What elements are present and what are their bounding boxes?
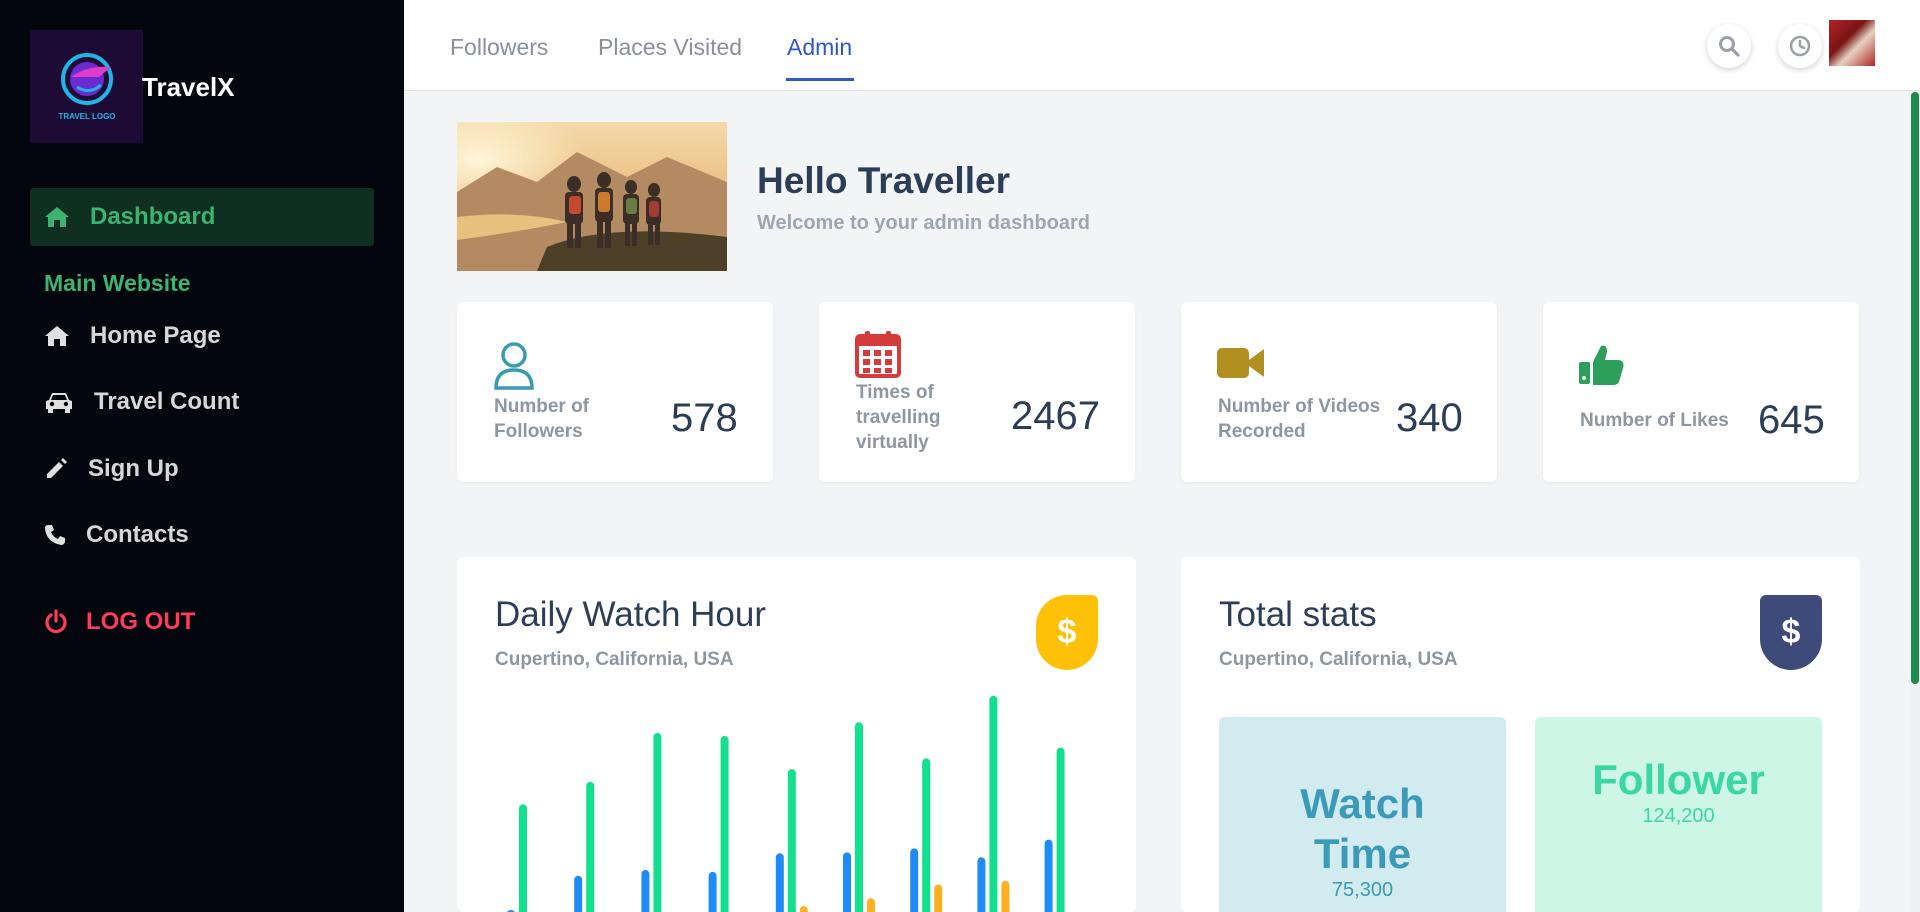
follower-box: Follower 124,200 (1535, 717, 1822, 912)
stat-card-followers: Number of Followers 578 (457, 302, 773, 482)
sidebar-item-label: Sign Up (88, 455, 179, 482)
sidebar-item-label: Dashboard (90, 203, 216, 230)
travel-logo-graphic: TRAVEL LOGO (58, 52, 115, 121)
chart-bar-5-series-2 (787, 769, 796, 912)
logout-label: LOG OUT (86, 608, 196, 635)
sidebar-item-label: Travel Count (94, 388, 240, 415)
watch-hour-panel: Daily Watch Hour Cupertino, California, … (457, 557, 1136, 912)
clock-icon (1789, 35, 1811, 57)
chart-bar-3-series-1 (641, 869, 650, 912)
chart-bar-2-series-2 (586, 781, 595, 912)
sidebar-item-label: Home Page (90, 322, 221, 349)
chart-bar-2-series-1 (574, 875, 583, 912)
home-icon (44, 325, 70, 347)
stat-card-travel: Times of travelling virtually 2467 (819, 302, 1135, 482)
chart-bar-8-series-3 (1001, 880, 1010, 912)
brand-name: TravelX (142, 72, 235, 102)
watch-time-value: 75,300 (1331, 879, 1394, 901)
power-icon (44, 609, 68, 635)
tab-followers[interactable]: Followers (450, 34, 549, 60)
watch-time-label: Watch Time (1300, 780, 1425, 877)
watch-hour-chart (507, 695, 1065, 912)
calendar-icon (855, 330, 901, 383)
chart-bar-6-series-1 (843, 852, 851, 912)
sidebar-item-label: Contacts (86, 521, 189, 548)
dollar-badge[interactable]: $ (1760, 595, 1822, 670)
active-tab-indicator (786, 78, 854, 81)
follower-label: Follower (1592, 756, 1765, 803)
panel-subtitle: Cupertino, California, USA (1219, 649, 1458, 670)
home-icon (44, 206, 70, 228)
scrollbar-thumb[interactable] (1911, 92, 1919, 684)
video-camera-icon (1217, 346, 1265, 385)
chart-bar-6-series-2 (855, 722, 863, 912)
stat-card-likes: Number of Likes 645 (1543, 302, 1859, 482)
pencil-icon (44, 457, 68, 481)
stat-label: Times of travelling virtually (856, 382, 941, 453)
chart-bar-7-series-3 (934, 884, 943, 912)
hero-image (457, 122, 727, 271)
stat-value: 578 (671, 396, 738, 440)
logout-button[interactable]: LOG OUT (44, 608, 195, 636)
phone-icon (44, 524, 66, 546)
stat-label: Number of Followers (494, 396, 589, 442)
chart-bar-9-series-2 (1056, 747, 1065, 912)
follower-value: 124,200 (1642, 805, 1715, 827)
stat-card-videos: Number of Videos Recorded 340 (1181, 302, 1497, 482)
chart-bar-8-series-1 (977, 857, 986, 912)
panel-title: Daily Watch Hour (495, 595, 766, 634)
history-button[interactable] (1778, 24, 1822, 68)
chart-bar-1-series-2 (519, 804, 527, 912)
search-button[interactable] (1707, 24, 1751, 68)
stat-value: 2467 (1011, 394, 1100, 438)
chart-bar-5-series-3 (799, 906, 808, 912)
panel-title: Total stats (1219, 595, 1377, 634)
sidebar-item-home-page[interactable]: Home Page (44, 322, 221, 350)
total-stats-panel: Total stats Cupertino, California, USA $… (1181, 557, 1860, 912)
travel-logo[interactable]: TRAVEL LOGO (30, 30, 143, 143)
chart-bar-7-series-1 (910, 848, 919, 912)
thumbs-up-icon (1579, 342, 1625, 391)
chart-bar-5-series-1 (775, 853, 784, 912)
stat-label: Number of Likes (1580, 410, 1729, 431)
chart-bar-9-series-1 (1044, 839, 1053, 912)
tab-admin[interactable]: Admin (787, 34, 853, 60)
sidebar: TRAVEL LOGO TravelX Dashboard Main Websi… (0, 0, 404, 912)
logo-text: TRAVEL LOGO (58, 112, 115, 121)
car-icon (44, 390, 74, 414)
sidebar-item-dashboard[interactable]: Dashboard (30, 188, 374, 246)
chart-bar-6-series-3 (867, 898, 875, 912)
avatar[interactable] (1829, 20, 1875, 66)
chart-bar-3-series-2 (653, 732, 662, 912)
dollar-icon: $ (1781, 613, 1801, 651)
section-title: Main Website (44, 270, 191, 296)
chart-bar-4-series-1 (708, 871, 717, 912)
chart-bar-7-series-2 (922, 758, 931, 912)
stat-label: Number of Videos Recorded (1218, 396, 1381, 442)
user-icon (493, 340, 535, 395)
chart-bar-8-series-2 (989, 695, 998, 912)
search-icon (1719, 36, 1740, 57)
dollar-icon: $ (1057, 613, 1077, 651)
watch-time-box: Watch Time 75,300 (1219, 717, 1506, 912)
page-subtitle: Welcome to your admin dashboard (757, 212, 1091, 234)
sidebar-item-contacts[interactable]: Contacts (44, 521, 189, 549)
sidebar-item-sign-up[interactable]: Sign Up (44, 455, 179, 483)
stat-value: 340 (1396, 396, 1463, 440)
chart-bar-4-series-2 (720, 735, 729, 912)
sidebar-item-travel-count[interactable]: Travel Count (44, 388, 239, 416)
panel-subtitle: Cupertino, California, USA (495, 649, 734, 670)
dollar-badge[interactable]: $ (1036, 595, 1098, 670)
page-title: Hello Traveller (757, 160, 1010, 201)
top-bar: Followers Places Visited Admin (404, 0, 1920, 91)
tab-places-visited[interactable]: Places Visited (598, 34, 743, 60)
stat-value: 645 (1758, 398, 1825, 442)
travellers-photo (457, 122, 727, 271)
